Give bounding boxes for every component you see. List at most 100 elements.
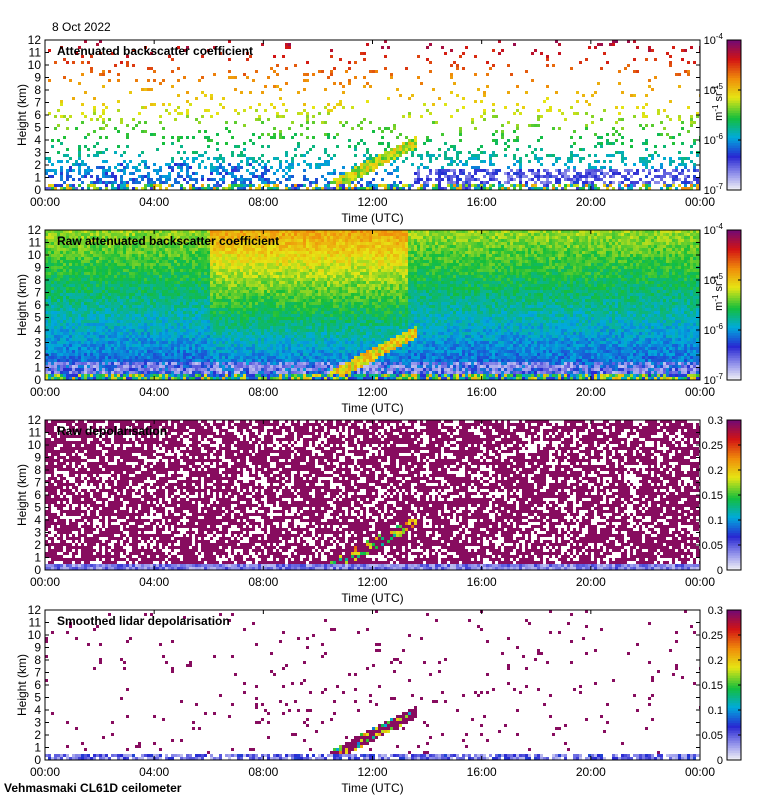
- heatmap-cells: [144, 46, 147, 49]
- y-tick-label: 12: [28, 33, 42, 47]
- heatmap-cells: [138, 564, 603, 570]
- heatmap-cells: [222, 230, 231, 248]
- heatmap-cells: [381, 730, 384, 733]
- heatmap-cells: [645, 124, 648, 127]
- heatmap-cells: [126, 377, 129, 380]
- heatmap-cells: [678, 754, 681, 757]
- heatmap-cells: [237, 567, 240, 570]
- heatmap-cells: [48, 49, 51, 52]
- colorbar-segment: [727, 525, 741, 529]
- heatmap-cells: [447, 175, 450, 178]
- heatmap-cells: [687, 70, 690, 73]
- colorbar-segment: [727, 442, 741, 446]
- heatmap-cells: [246, 275, 249, 278]
- heatmap-cells: [399, 531, 402, 534]
- heatmap-cells: [678, 564, 681, 567]
- heatmap-cells: [291, 757, 294, 760]
- heatmap-cells: [405, 522, 408, 525]
- heatmap-cells: [369, 754, 372, 757]
- colorbar-segment: [727, 147, 741, 151]
- heatmap-cells: [384, 230, 387, 233]
- y-tick-label: 9: [34, 451, 41, 465]
- heatmap-cells: [444, 169, 447, 172]
- colorbar-segment: [727, 627, 741, 631]
- heatmap-cells: [171, 347, 672, 377]
- heatmap-cells: [219, 757, 222, 760]
- heatmap-cells: [333, 561, 336, 564]
- heatmap-cells: [303, 79, 306, 82]
- colorbar-segment: [727, 530, 741, 534]
- colorbar-segment: [727, 342, 741, 346]
- heatmap-cells: [201, 76, 204, 79]
- heatmap-cells: [600, 43, 603, 46]
- colorbar-segment: [727, 635, 741, 639]
- heatmap-cells: [90, 365, 93, 368]
- colorbar-tick-label: 0.2: [708, 655, 723, 667]
- heatmap-cells: [120, 181, 123, 184]
- heatmap-cells: [618, 187, 621, 190]
- colorbar-segment: [727, 262, 741, 266]
- heatmap-cells: [69, 754, 453, 760]
- heatmap-cells: [690, 184, 693, 187]
- heatmap-cells: [75, 359, 78, 362]
- heatmap-cells: [627, 64, 630, 67]
- heatmap-cells: [600, 118, 603, 121]
- heatmap-cells: [153, 236, 381, 371]
- heatmap-cells: [402, 528, 405, 531]
- heatmap-cells: [576, 184, 579, 187]
- colorbar-segment: [727, 67, 741, 71]
- heatmap-cells: [471, 121, 474, 124]
- colorbar-segment: [727, 742, 741, 746]
- heatmap-cells: [363, 166, 366, 169]
- colorbar-segment: [727, 747, 741, 751]
- heatmap-cells: [366, 543, 369, 546]
- heatmap-cells: [489, 157, 492, 160]
- colorbar-segment: [727, 687, 741, 691]
- heatmap-cells: [54, 61, 57, 64]
- colorbar-segment: [727, 167, 741, 171]
- heatmap-cells: [567, 178, 570, 181]
- heatmap-cells: [219, 52, 222, 55]
- heatmap-cells: [576, 112, 579, 115]
- heatmap-cells: [615, 130, 618, 133]
- x-tick-label: 08:00: [248, 575, 278, 589]
- heatmap-cells: [657, 338, 684, 341]
- heatmap-cells: [558, 109, 561, 112]
- heatmap-cells: [366, 552, 369, 555]
- colorbar-segment: [727, 657, 741, 661]
- colorbar-segment: [727, 250, 741, 254]
- heatmap-cells: [516, 85, 519, 88]
- y-tick-label: 2: [34, 538, 41, 552]
- heatmap-cells: [369, 160, 372, 163]
- heatmap-cells: [426, 757, 429, 760]
- heatmap-cells: [465, 172, 492, 181]
- colorbar-segment: [727, 730, 741, 734]
- heatmap-cells: [318, 371, 321, 374]
- heatmap-cells: [117, 145, 120, 148]
- colorbar-segment: [727, 490, 741, 494]
- heatmap-cells: [444, 142, 447, 145]
- heatmap-cells: [288, 46, 291, 49]
- heatmap-cells: [561, 368, 564, 371]
- heatmap-cells: [72, 61, 75, 64]
- colorbar-segment: [727, 670, 741, 674]
- heatmap-cells: [483, 91, 486, 94]
- heatmap-cells: [141, 362, 144, 365]
- y-tick-label: 3: [34, 716, 41, 730]
- colorbar-tick-label: 0.05: [702, 540, 723, 552]
- heatmap-cells: [501, 130, 504, 133]
- heatmap-cells: [60, 184, 63, 187]
- heatmap-cells: [492, 115, 495, 118]
- x-tick-label: 16:00: [467, 195, 497, 209]
- heatmap-cells: [168, 55, 171, 58]
- heatmap-cells: [510, 564, 549, 570]
- heatmap-cells: [399, 154, 402, 157]
- colorbar-segment: [727, 542, 741, 546]
- heatmap-cells: [84, 567, 669, 570]
- heatmap-cells: [351, 187, 354, 190]
- heatmap-cells: [426, 564, 429, 567]
- heatmap-cells: [345, 754, 348, 757]
- heatmap-cells: [78, 157, 84, 166]
- colorbar-segment: [727, 282, 741, 286]
- colorbar-segment: [727, 552, 741, 556]
